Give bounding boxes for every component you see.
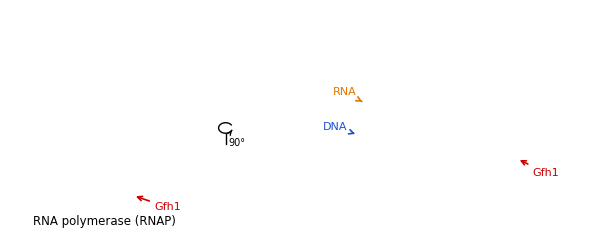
Text: Gfh1: Gfh1 [137, 196, 182, 212]
Text: 90°: 90° [229, 138, 245, 148]
Text: DNA: DNA [323, 122, 353, 134]
Text: RNA polymerase (RNAP): RNA polymerase (RNAP) [33, 214, 176, 228]
Text: RNA: RNA [333, 87, 362, 101]
Text: Gfh1: Gfh1 [521, 161, 560, 178]
